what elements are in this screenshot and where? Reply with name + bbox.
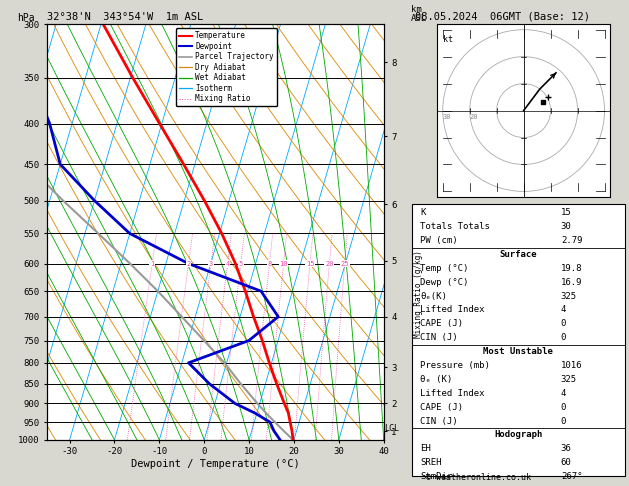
Text: 16.9: 16.9: [561, 278, 582, 287]
Text: Most Unstable: Most Unstable: [483, 347, 554, 356]
Text: Surface: Surface: [499, 250, 537, 259]
Text: SREH: SREH: [421, 458, 442, 467]
Text: 0: 0: [561, 403, 566, 412]
Text: Totals Totals: Totals Totals: [421, 222, 491, 231]
Text: 1: 1: [150, 260, 154, 266]
Text: CAPE (J): CAPE (J): [421, 403, 464, 412]
Text: 20: 20: [325, 260, 333, 266]
Text: CAPE (J): CAPE (J): [421, 319, 464, 329]
Text: 2.79: 2.79: [561, 236, 582, 245]
Text: Hodograph: Hodograph: [494, 431, 542, 439]
Text: 2: 2: [186, 260, 191, 266]
Text: 36: 36: [561, 444, 572, 453]
Text: 8: 8: [267, 260, 272, 266]
Text: Dewp (°C): Dewp (°C): [421, 278, 469, 287]
Text: 08.05.2024  06GMT (Base: 12): 08.05.2024 06GMT (Base: 12): [415, 11, 590, 21]
Text: 10: 10: [279, 260, 288, 266]
Text: 32°38'N  343°54'W  1m ASL: 32°38'N 343°54'W 1m ASL: [47, 12, 203, 22]
Text: 325: 325: [561, 375, 577, 384]
Text: 3: 3: [209, 260, 213, 266]
Text: K: K: [421, 208, 426, 217]
Text: 30: 30: [561, 222, 572, 231]
Text: Lifted Index: Lifted Index: [421, 389, 485, 398]
Text: 19.8: 19.8: [561, 264, 582, 273]
X-axis label: Dewpoint / Temperature (°C): Dewpoint / Temperature (°C): [131, 459, 300, 469]
Text: Pressure (mb): Pressure (mb): [421, 361, 491, 370]
Text: Lifted Index: Lifted Index: [421, 306, 485, 314]
Text: 0: 0: [561, 319, 566, 329]
Text: StmDir: StmDir: [421, 472, 453, 481]
Text: PW (cm): PW (cm): [421, 236, 458, 245]
Text: © weatheronline.co.uk: © weatheronline.co.uk: [426, 473, 530, 482]
Text: kt: kt: [443, 35, 453, 44]
Text: 0: 0: [561, 417, 566, 426]
Text: 25: 25: [340, 260, 349, 266]
Text: 0: 0: [561, 333, 566, 342]
Text: 15: 15: [306, 260, 314, 266]
Text: 267°: 267°: [561, 472, 582, 481]
Text: 15: 15: [561, 208, 572, 217]
Text: Mixing Ratio (g/kg): Mixing Ratio (g/kg): [414, 250, 423, 338]
Text: 60: 60: [561, 458, 572, 467]
Text: CIN (J): CIN (J): [421, 417, 458, 426]
Text: 4: 4: [561, 389, 566, 398]
Text: km
ASL: km ASL: [411, 5, 426, 23]
Text: 20: 20: [470, 114, 478, 120]
Text: LCL: LCL: [384, 424, 399, 433]
Text: CIN (J): CIN (J): [421, 333, 458, 342]
Text: Temp (°C): Temp (°C): [421, 264, 469, 273]
Text: 325: 325: [561, 292, 577, 301]
Text: EH: EH: [421, 444, 431, 453]
Legend: Temperature, Dewpoint, Parcel Trajectory, Dry Adiabat, Wet Adiabat, Isotherm, Mi: Temperature, Dewpoint, Parcel Trajectory…: [175, 28, 277, 106]
Text: θₑ(K): θₑ(K): [421, 292, 447, 301]
Text: 5: 5: [238, 260, 243, 266]
Text: θₑ (K): θₑ (K): [421, 375, 453, 384]
Text: 4: 4: [561, 306, 566, 314]
Text: 1016: 1016: [561, 361, 582, 370]
Text: hPa: hPa: [17, 14, 35, 23]
Text: 4: 4: [225, 260, 230, 266]
Text: 30: 30: [443, 114, 451, 120]
